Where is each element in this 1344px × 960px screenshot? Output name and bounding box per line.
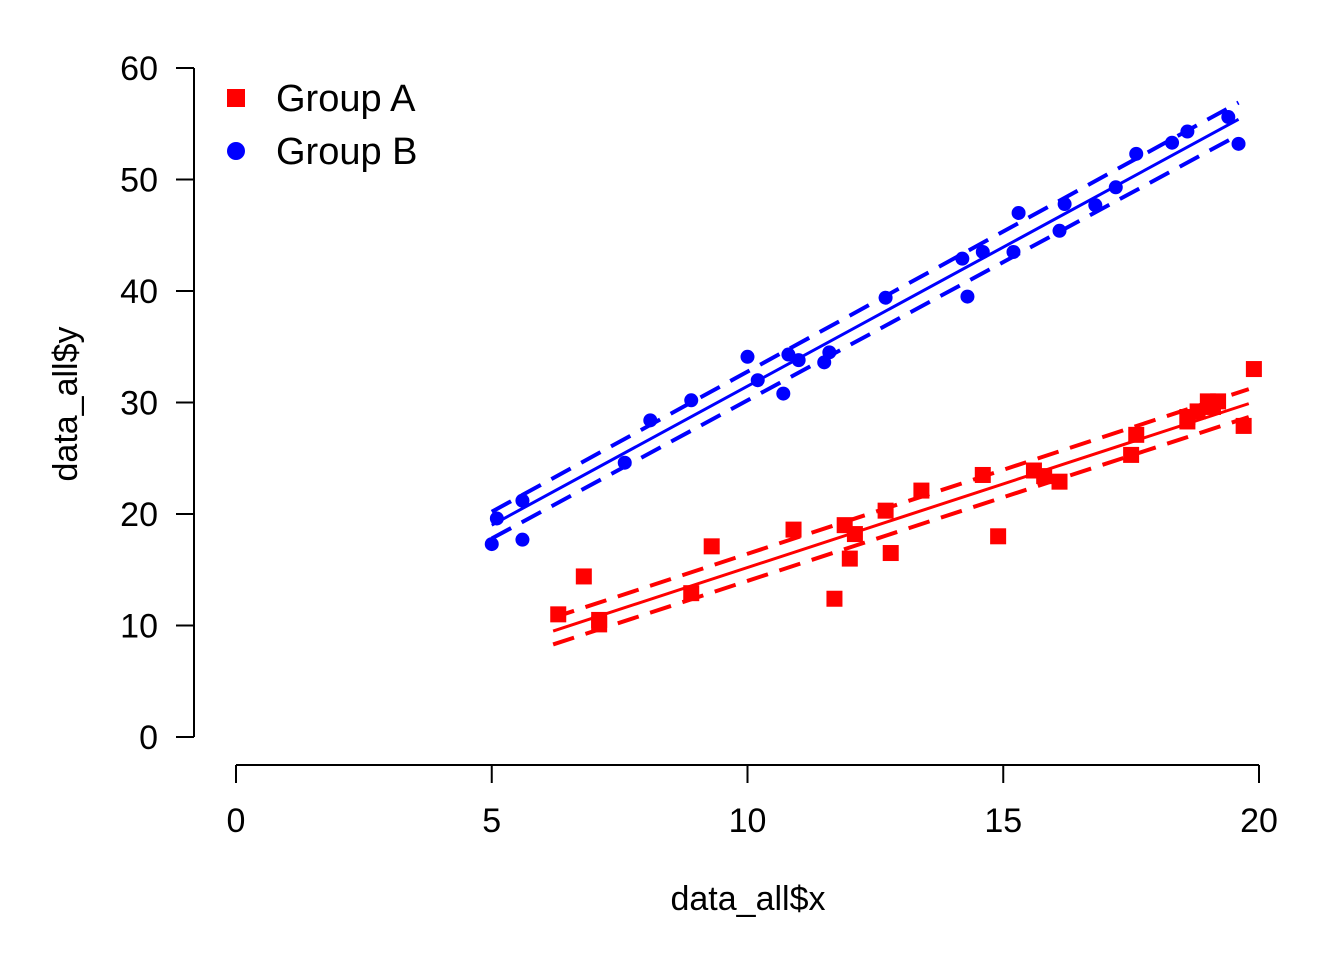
x-tick-label: 0 xyxy=(227,802,246,840)
group-a-point xyxy=(683,585,700,602)
x-tick-label: 10 xyxy=(729,802,767,840)
group-b-point xyxy=(1129,146,1144,161)
group-a-point xyxy=(1245,361,1262,378)
y-axis-label: data_all$y xyxy=(47,326,85,481)
group-b-point xyxy=(955,251,970,266)
group-b-point xyxy=(515,493,530,508)
legend-group-b-label: Group B xyxy=(276,131,418,173)
legend-group-b-marker xyxy=(227,142,245,160)
group-b-point xyxy=(617,455,632,470)
group-b-point xyxy=(684,393,699,408)
group-b-point xyxy=(781,347,796,362)
group-a-point xyxy=(575,568,592,585)
group-a-ci-lower-line xyxy=(552,415,1250,647)
y-tick-label: 0 xyxy=(139,719,158,757)
x-tick-label: 15 xyxy=(984,802,1022,840)
group-b-point xyxy=(975,244,990,259)
group-a-point xyxy=(550,606,567,623)
group-b-point xyxy=(1165,135,1180,150)
x-axis: 0 5 10 15 20 xyxy=(227,764,1278,840)
group-b-point xyxy=(489,511,504,526)
group-b-fit-line xyxy=(491,117,1240,527)
group-a-point xyxy=(990,528,1007,545)
legend-group-a-marker xyxy=(227,89,245,107)
legend: Group A Group B xyxy=(227,78,418,173)
group-a-point xyxy=(826,590,843,607)
group-a-point xyxy=(877,502,894,519)
group-b-point xyxy=(822,345,837,360)
group-a-fit-line xyxy=(552,402,1250,633)
group-b-point xyxy=(776,386,791,401)
group-a-point xyxy=(841,550,858,567)
group-b-point xyxy=(1221,110,1236,125)
y-tick-label: 60 xyxy=(120,50,158,88)
group-b-point xyxy=(750,373,765,388)
group-b-point xyxy=(1057,197,1072,212)
group-b-point xyxy=(1052,223,1067,238)
group-a-point xyxy=(882,545,899,562)
group-a-point xyxy=(974,466,991,483)
group-a-point xyxy=(591,616,608,633)
group-b-point xyxy=(1011,205,1026,220)
group-b-point xyxy=(1108,180,1123,195)
data-points xyxy=(484,110,1262,633)
y-tick-label: 30 xyxy=(120,385,158,423)
group-b-point xyxy=(484,537,499,552)
group-a-point xyxy=(703,538,720,555)
group-b-ci-lower-line xyxy=(490,133,1240,541)
y-tick-label: 10 xyxy=(120,608,158,646)
group-a-point xyxy=(913,482,930,499)
group-b-point xyxy=(1231,136,1246,151)
group-b-point xyxy=(1006,244,1021,259)
x-tick-label: 20 xyxy=(1240,802,1278,840)
group-a-point xyxy=(1210,393,1227,410)
group-b-point xyxy=(960,289,975,304)
y-tick-label: 50 xyxy=(120,162,158,200)
group-a-point xyxy=(785,521,802,538)
group-b-point xyxy=(791,353,806,368)
group-a-ci-upper-line xyxy=(552,387,1250,620)
group-b-ci-upper-line xyxy=(490,100,1240,514)
y-tick-label: 20 xyxy=(120,496,158,534)
group-a-point xyxy=(1036,468,1053,485)
fit-lines xyxy=(490,100,1250,647)
y-tick-label: 40 xyxy=(120,273,158,311)
group-b-point xyxy=(515,532,530,547)
group-b-point xyxy=(740,349,755,364)
group-a-point xyxy=(1235,417,1252,434)
group-a-point xyxy=(1051,473,1068,490)
group-b-point xyxy=(1180,124,1195,139)
group-a-point xyxy=(846,526,863,543)
legend-group-a-label: Group A xyxy=(276,78,416,120)
y-axis: 0 10 20 30 40 50 60 xyxy=(120,50,195,757)
group-a-point xyxy=(1128,426,1145,443)
x-tick-label: 5 xyxy=(482,802,501,840)
x-axis-label: data_all$x xyxy=(670,880,825,918)
group-a-point xyxy=(1123,446,1140,463)
group-b-point xyxy=(1088,198,1103,213)
group-b-point xyxy=(878,290,893,305)
group-b-point xyxy=(643,413,658,428)
